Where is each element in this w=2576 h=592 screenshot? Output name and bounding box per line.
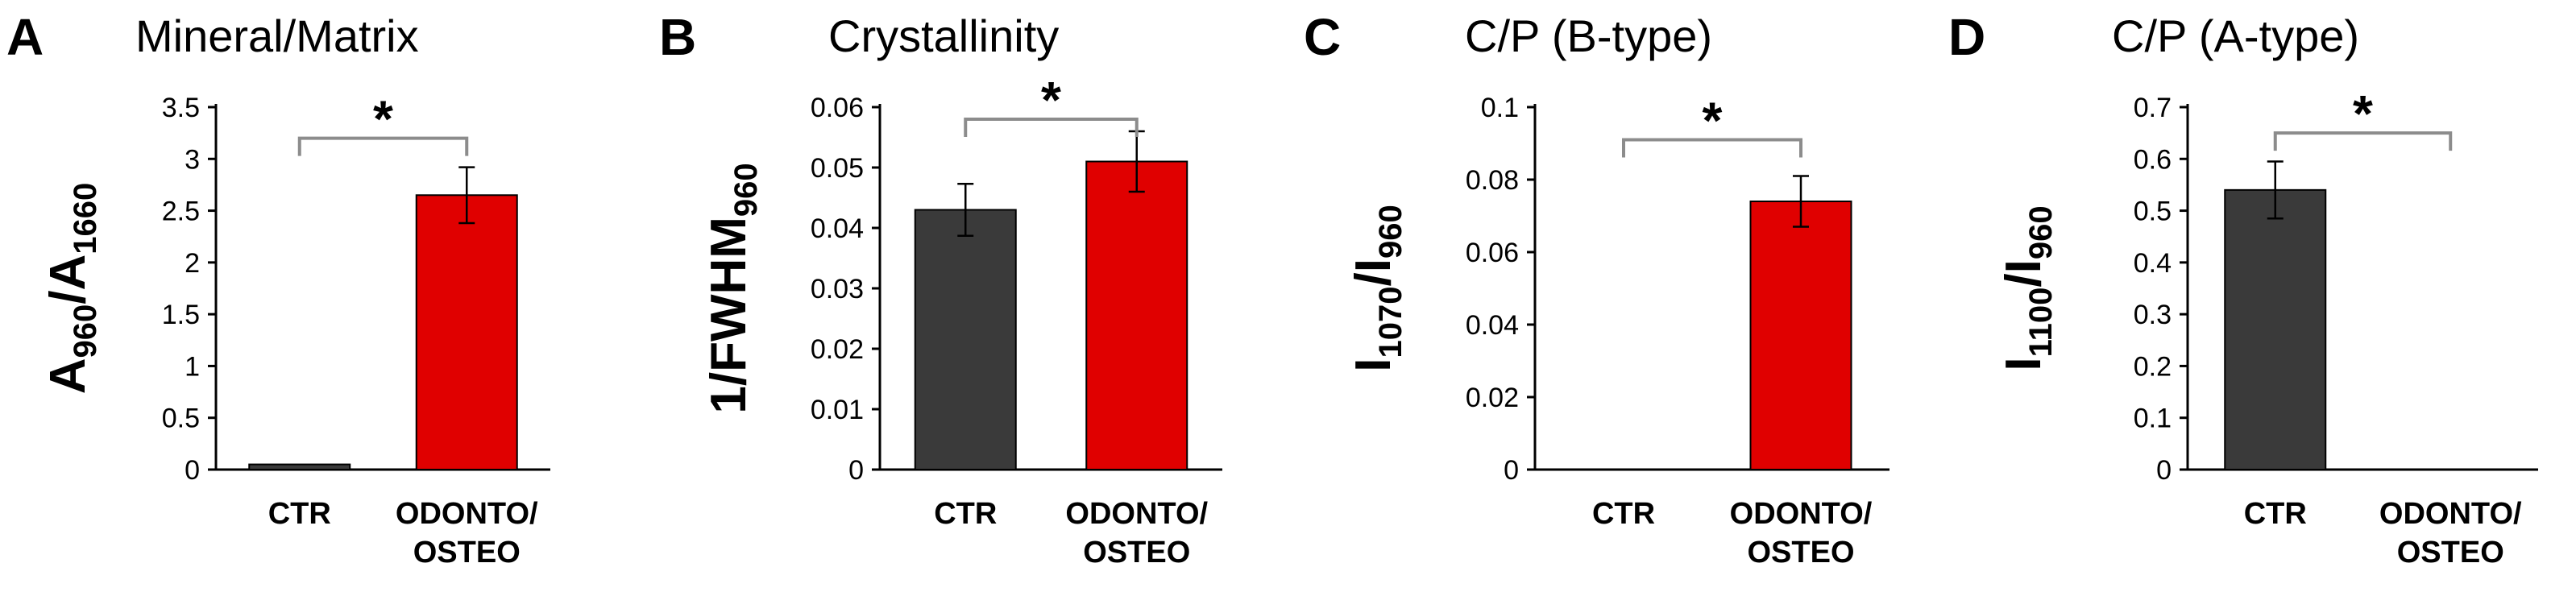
panel-letter: C bbox=[1304, 8, 1341, 66]
y-axis-label-subscript: 960 bbox=[2023, 205, 2059, 259]
y-tick-label: 0.04 bbox=[811, 213, 864, 244]
y-axis-label-subscript: 960 bbox=[728, 163, 764, 217]
significance-bracket bbox=[2273, 131, 2453, 151]
y-axis-label-part: /I bbox=[1346, 259, 1401, 286]
chart-panel-d: D C/P (A-type) 0 0.1 0.2 0.3 0.4 0.5 0.6 0.7 I1100… bbox=[1948, 8, 2538, 569]
bar bbox=[248, 463, 351, 470]
y-tick-label: 0 bbox=[848, 455, 864, 486]
y-tick-label: 0.5 bbox=[2134, 197, 2172, 227]
significance-star: * bbox=[373, 90, 393, 148]
y-tick-label: 2 bbox=[185, 248, 200, 279]
y-axis-label-subscript: 960 bbox=[1373, 205, 1408, 259]
x-category-label: ODONTO/ bbox=[2379, 497, 2522, 531]
y-tick-label: 0.1 bbox=[1481, 93, 1519, 123]
y-tick-label: 0.6 bbox=[2134, 144, 2172, 175]
panel-letter: B bbox=[659, 8, 696, 66]
y-tick-label: 0.2 bbox=[2134, 351, 2172, 382]
significance-star: * bbox=[1703, 92, 1723, 150]
y-tick-label: 0.02 bbox=[1466, 383, 1519, 413]
panel-letter: A bbox=[6, 8, 44, 66]
y-tick-label: 0.3 bbox=[2134, 300, 2172, 330]
y-tick-label: 0.5 bbox=[162, 404, 200, 434]
y-tick-label: 0.01 bbox=[811, 395, 864, 425]
y-axis-label-part: /I bbox=[1996, 259, 2051, 287]
x-category-label: OSTEO bbox=[1747, 536, 1854, 569]
y-tick-label: 0 bbox=[185, 455, 200, 486]
x-category-label: CTR bbox=[268, 497, 331, 531]
y-tick-label: 0 bbox=[1504, 455, 1519, 486]
significance-bracket bbox=[297, 136, 469, 156]
chart-title: Mineral/Matrix bbox=[135, 10, 419, 61]
y-tick-label: 0 bbox=[2156, 455, 2172, 486]
chart-title: C/P (B-type) bbox=[1465, 10, 1712, 61]
x-category-label: CTR bbox=[934, 497, 997, 531]
y-tick-label: 0.06 bbox=[811, 93, 864, 123]
y-tick-label: 0.05 bbox=[811, 153, 864, 184]
y-axis-label-part: I bbox=[1346, 358, 1401, 371]
y-axis-label-subscript: 1660 bbox=[68, 183, 103, 255]
y-tick-label: 2.5 bbox=[162, 197, 200, 227]
x-category-label: ODONTO/ bbox=[1065, 497, 1208, 531]
y-axis-label-part: A bbox=[40, 358, 96, 394]
y-axis-label-subscript: 1100 bbox=[2023, 288, 2059, 358]
bar bbox=[1085, 160, 1188, 470]
x-category-label: OSTEO bbox=[413, 536, 521, 569]
y-tick-label: 0.7 bbox=[2134, 93, 2172, 123]
y-tick-label: 0.02 bbox=[811, 334, 864, 365]
significance-star: * bbox=[2353, 85, 2373, 143]
y-axis-label-subscript: 960 bbox=[68, 304, 103, 358]
significance-bracket bbox=[964, 118, 1139, 137]
y-tick-label: 0.4 bbox=[2134, 248, 2172, 279]
y-axis-label: 1/FWHM960 bbox=[701, 163, 764, 413]
chart-panel-c: C C/P (B-type) 0 0.02 0.04 0.06 0.08 0.1 I1070/I… bbox=[1304, 8, 1889, 569]
bar bbox=[2224, 188, 2327, 470]
bar bbox=[415, 194, 518, 471]
x-category-label: OSTEO bbox=[1083, 536, 1190, 569]
y-tick-label: 0.06 bbox=[1466, 238, 1519, 268]
x-category-label: ODONTO/ bbox=[396, 497, 538, 531]
chart-panel-a: A Mineral/Matrix00.511.522.533.5A960/A166… bbox=[6, 8, 550, 569]
x-category-label: CTR bbox=[2244, 497, 2307, 531]
bar bbox=[914, 209, 1017, 470]
y-tick-label: 1.5 bbox=[162, 300, 200, 330]
significance-star: * bbox=[1041, 71, 1061, 129]
y-axis-label-part: I bbox=[1996, 357, 2051, 371]
x-category-label: ODONTO/ bbox=[1730, 497, 1873, 531]
x-category-label: OSTEO bbox=[2397, 536, 2504, 569]
significance-bracket bbox=[1622, 138, 1802, 158]
y-tick-label: 0.1 bbox=[2134, 404, 2172, 434]
y-axis-label: A960/A1660 bbox=[40, 183, 103, 395]
bar bbox=[1749, 201, 1852, 470]
x-category-label: CTR bbox=[1592, 497, 1655, 531]
chart-title: C/P (A-type) bbox=[2112, 10, 2359, 61]
y-axis-label: I1100/I960 bbox=[1996, 205, 2059, 371]
y-axis-label-part: 1/FWHM bbox=[701, 217, 757, 414]
y-axis-label: I1070/I960 bbox=[1346, 205, 1408, 371]
chart-panel-b: B Crystallinity 0 0.01 0.02 0.03 0.04 0.05 0.06 1… bbox=[659, 8, 1222, 569]
panel-letter: D bbox=[1948, 8, 1985, 66]
y-axis-label-subscript: 1070 bbox=[1373, 286, 1408, 358]
y-tick-label: 3 bbox=[185, 144, 200, 175]
y-tick-label: 0.04 bbox=[1466, 310, 1519, 341]
chart-title: Crystallinity bbox=[828, 10, 1059, 61]
y-tick-label: 3.5 bbox=[162, 93, 200, 123]
y-axis-label-part: /A bbox=[40, 255, 96, 304]
y-tick-label: 1 bbox=[185, 351, 200, 382]
y-tick-label: 0.08 bbox=[1466, 165, 1519, 196]
y-tick-label: 0.03 bbox=[811, 274, 864, 304]
